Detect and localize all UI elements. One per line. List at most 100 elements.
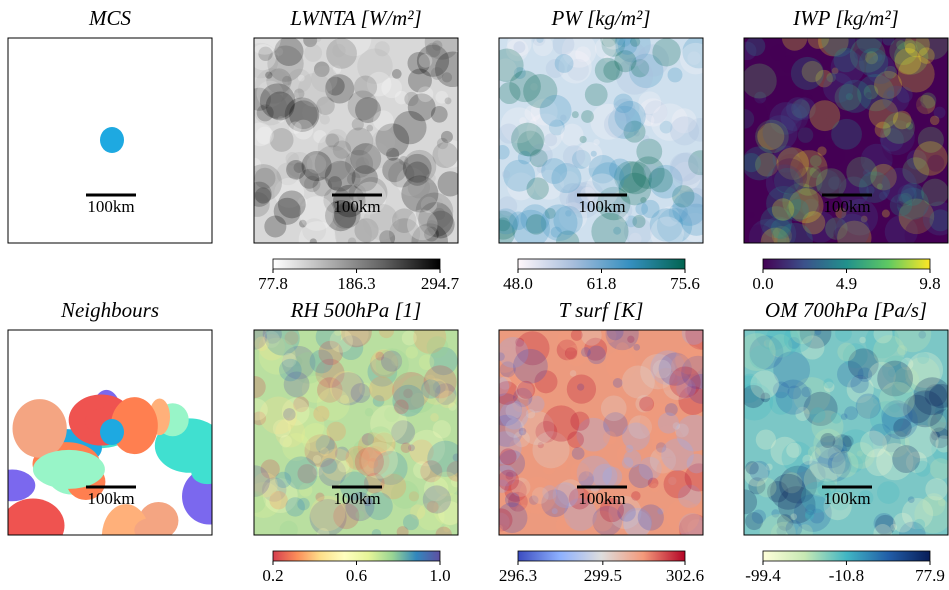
texture [738,42,756,60]
texture [615,35,625,45]
texture [921,179,949,207]
texture [298,75,305,82]
scale-bar-label: 100km [333,197,380,216]
texture [893,418,911,436]
texture [369,376,394,401]
texture [613,378,623,388]
texture [790,320,814,344]
texture [320,447,329,456]
texture [244,491,266,513]
texture [831,50,865,84]
texture [418,86,434,102]
texture [918,47,935,64]
texture [294,89,305,100]
texture [914,519,925,530]
texture [810,155,822,167]
texture [431,67,444,80]
texture [831,412,842,423]
texture [668,67,683,82]
texture [310,238,317,245]
colorbar-tick-label: 4.9 [836,274,857,293]
texture [882,210,890,218]
colorbar-tick-label: 302.6 [666,566,704,585]
texture [650,483,659,492]
texture [556,518,571,533]
texture [893,513,913,533]
texture [544,133,557,146]
texture [372,529,381,538]
texture [587,346,606,365]
texture [742,153,761,172]
texture [742,63,777,98]
texture [863,169,870,176]
texture [873,524,892,543]
texture [631,491,641,501]
texture [368,426,393,451]
texture [757,477,777,497]
texture [670,116,699,145]
texture [500,401,529,430]
texture [856,393,881,418]
texture [519,428,527,436]
panel-title: T surf [K] [559,298,644,322]
texture [791,57,824,90]
texture [756,430,776,450]
texture [882,34,894,46]
texture [372,130,395,153]
texture [553,33,575,55]
texture [419,354,435,370]
texture [635,203,648,216]
texture [571,329,583,341]
texture [622,365,655,398]
texture [839,80,872,113]
texture [580,136,587,143]
texture [332,44,345,57]
texture [265,72,272,79]
texture [591,213,628,250]
colorbar-tick-label: 61.8 [587,274,617,293]
texture [245,164,282,201]
texture [406,346,418,358]
texture [375,41,390,56]
texture [433,420,451,438]
panel-title: OM 700hPa [Pa/s] [765,298,927,322]
texture [244,376,266,398]
field-image [488,26,716,253]
texture [633,344,640,351]
scale-bar-label: 100km [823,197,870,216]
texture [254,336,268,350]
texture [908,496,915,503]
texture [313,406,329,422]
texture [392,69,402,79]
texture [658,412,679,433]
texture [607,324,624,341]
texture [527,177,549,199]
texture [652,38,680,66]
texture [330,329,353,352]
texture [511,123,544,156]
texture [572,111,579,118]
texture [438,171,463,196]
texture [601,395,627,421]
colorbar-tick-label: 0.2 [262,566,283,585]
field-image [732,23,949,262]
texture [419,54,433,68]
texture [882,86,909,113]
texture [763,115,798,150]
texture [413,461,430,478]
texture [256,127,274,145]
texture [666,499,700,533]
texture [421,379,440,398]
texture [806,94,812,100]
texture [355,510,364,519]
texture [595,58,620,83]
texture [540,95,572,127]
texture [313,455,322,464]
panel-title: IWP [kg/m²] [792,6,899,30]
colorbar [518,259,685,269]
scale-bar-label: 100km [823,489,870,508]
colorbar-tick-label: 77.9 [915,566,945,585]
colorbar [518,551,685,561]
texture [561,124,584,147]
texture [315,36,321,42]
